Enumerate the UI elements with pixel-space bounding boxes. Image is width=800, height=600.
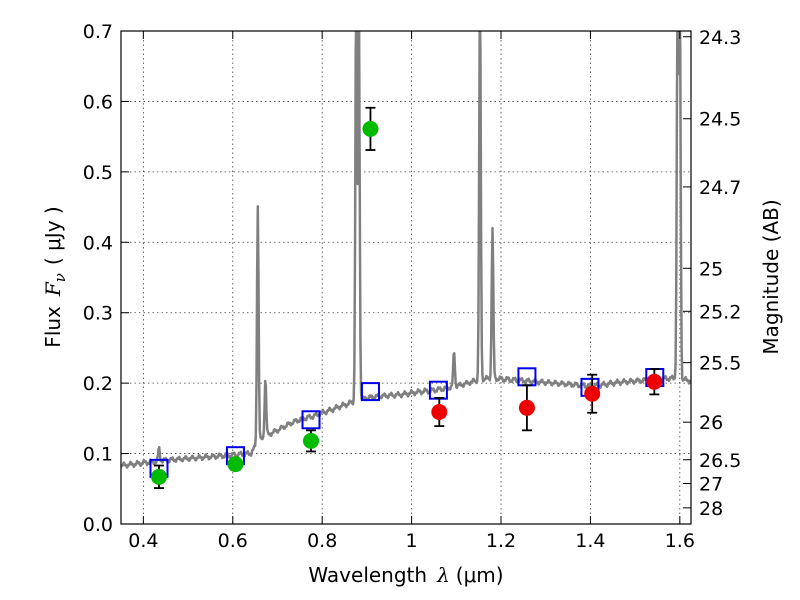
y2-axis-label: Magnitude (AB) xyxy=(759,199,783,354)
y-tick-label: 0.0 xyxy=(83,514,113,536)
x-tick-label: 0.8 xyxy=(307,530,337,552)
x-tick-label: 1.2 xyxy=(486,530,516,552)
ground-point xyxy=(518,399,535,416)
x-tick-label: 0.4 xyxy=(128,530,158,552)
mag-tick-label: 26.5 xyxy=(699,450,741,472)
y-axis-label: FluxFν( μJy ) xyxy=(41,206,69,347)
x-tick-label: 1.4 xyxy=(575,530,605,552)
ground-point xyxy=(646,373,663,390)
mag-tick-label: 26 xyxy=(699,412,723,434)
model-photometry-layer xyxy=(149,367,665,478)
mag-tick-label: 24.3 xyxy=(699,27,741,49)
tick-labels: 0.4 0.6 0.8 1 1.2 1.4 1.6 0.0 0.1 0.2 0.3 0.4 0.5 0.6… xyxy=(83,21,742,552)
y-tick-label: 0.2 xyxy=(83,373,113,395)
mag-tick-label: 25.2 xyxy=(699,301,741,323)
mag-tick-label: 27 xyxy=(699,473,723,495)
mag-tick-label: 24.5 xyxy=(699,109,741,131)
y-tick-label: 0.3 xyxy=(83,303,113,325)
y-tick-label: 0.5 xyxy=(83,162,113,184)
y-tick-label: 0.6 xyxy=(83,91,113,113)
hst-point xyxy=(303,432,319,449)
ground-point xyxy=(431,404,448,421)
model-point xyxy=(360,382,380,402)
ground-point xyxy=(584,385,601,402)
mag-tick-label: 25 xyxy=(699,258,723,280)
spectrum-line xyxy=(121,31,691,469)
x-tick-label: 0.6 xyxy=(218,530,248,552)
mag-tick-label: 25.5 xyxy=(699,353,741,375)
hst-point xyxy=(362,120,379,137)
observed-photometry-layer xyxy=(151,106,663,489)
hst-point xyxy=(151,468,167,485)
x-axis-label: Wavelength λ (μm) xyxy=(308,563,503,587)
mag-tick-label: 24.7 xyxy=(699,177,741,199)
spectrum-layer xyxy=(121,31,691,469)
x-tick-label: 1.6 xyxy=(665,530,695,552)
grid xyxy=(121,30,691,525)
hst-point xyxy=(227,456,244,473)
y-tick-label: 0.7 xyxy=(83,21,113,43)
model-point xyxy=(301,410,321,430)
x-tick-label: 1 xyxy=(406,530,418,552)
y-tick-label: 0.1 xyxy=(83,444,113,466)
mag-tick-label: 28 xyxy=(699,498,723,520)
y-tick-label: 0.4 xyxy=(83,232,113,254)
plot-frame xyxy=(120,30,692,525)
tick-marks xyxy=(121,30,691,525)
